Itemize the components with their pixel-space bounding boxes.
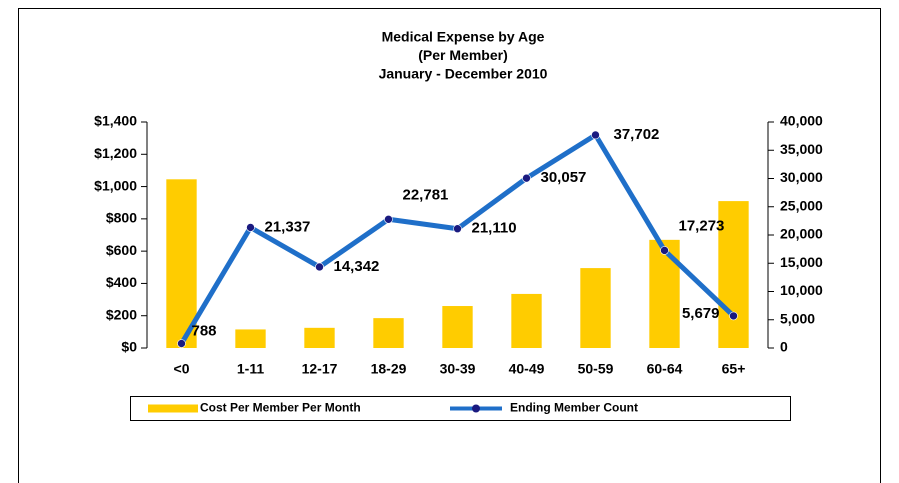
line-marker: [384, 214, 393, 224]
x-tick-label: 65+: [722, 361, 746, 377]
legend-label: Ending Member Count: [510, 401, 638, 415]
x-tick-label: 30-39: [440, 361, 476, 377]
bar: [235, 329, 266, 348]
line-marker: [315, 262, 324, 272]
y2-tick-label: 30,000: [780, 169, 823, 185]
bar: [511, 293, 542, 348]
legend-swatch: [148, 404, 198, 413]
y-tick-label: $200: [106, 306, 137, 322]
data-label: 5,679: [682, 305, 720, 322]
bar: [442, 306, 473, 348]
data-label: 21,110: [472, 220, 517, 237]
y2-tick-label: 20,000: [780, 226, 823, 242]
y-tick-label: $1,200: [94, 145, 137, 161]
line-marker: [660, 246, 669, 255]
y-tick-label: $800: [106, 210, 137, 226]
y2-tick-label: 0: [780, 339, 788, 355]
y2-tick-label: 15,000: [780, 254, 823, 270]
x-tick-label: 50-59: [578, 361, 614, 377]
y-tick-label: $1,400: [94, 113, 137, 129]
x-tick-label: <0: [174, 361, 190, 377]
data-label: 788: [192, 323, 217, 340]
data-label: 22,781: [403, 186, 449, 203]
line-marker: [246, 223, 255, 232]
bar: [373, 318, 404, 348]
y-tick-label: $0: [121, 339, 137, 355]
y-tick-label: $400: [106, 274, 137, 290]
x-tick-label: 12-17: [302, 361, 338, 377]
bar: [718, 201, 749, 348]
chart-title: (Per Member): [418, 47, 507, 63]
line-marker: [729, 311, 738, 321]
data-label: 37,702: [614, 126, 660, 143]
bar: [580, 268, 611, 348]
data-label: 17,273: [679, 217, 725, 234]
bar: [304, 327, 335, 348]
legend-marker: [472, 404, 480, 413]
line-marker: [522, 173, 531, 183]
y-tick-label: $1,000: [94, 177, 137, 193]
y-tick-label: $600: [106, 242, 137, 258]
y2-tick-label: 5,000: [780, 310, 815, 326]
y2-tick-label: 25,000: [780, 197, 823, 213]
bar: [166, 179, 197, 348]
y2-tick-label: 35,000: [780, 141, 823, 157]
x-tick-label: 18-29: [371, 361, 407, 377]
x-tick-label: 40-49: [509, 361, 545, 377]
y2-tick-label: 40,000: [780, 113, 823, 129]
chart-title: Medical Expense by Age: [382, 29, 545, 45]
line-marker: [177, 339, 186, 348]
chart-title: January - December 2010: [379, 66, 548, 82]
data-label: 21,337: [265, 218, 311, 235]
x-tick-label: 1-11: [237, 361, 264, 377]
y2-tick-label: 10,000: [780, 282, 823, 298]
legend-label: Cost Per Member Per Month: [200, 401, 361, 415]
line-marker: [591, 130, 600, 140]
data-label: 14,342: [334, 258, 380, 275]
bar: [649, 239, 680, 348]
x-tick-label: 60-64: [647, 361, 683, 377]
data-label: 30,057: [541, 169, 587, 186]
line-marker: [453, 224, 462, 234]
